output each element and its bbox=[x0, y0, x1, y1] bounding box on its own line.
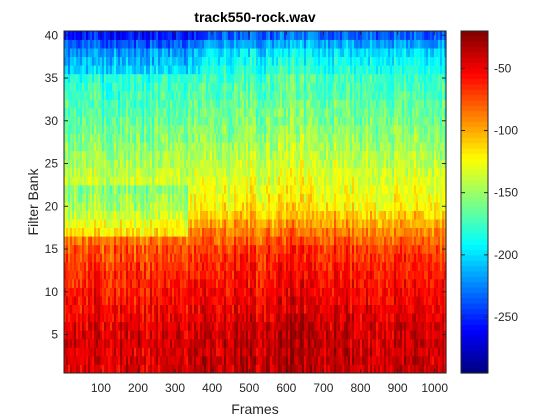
chart-title: track550-rock.wav bbox=[194, 9, 316, 25]
heatmap-plot-area bbox=[64, 31, 447, 373]
